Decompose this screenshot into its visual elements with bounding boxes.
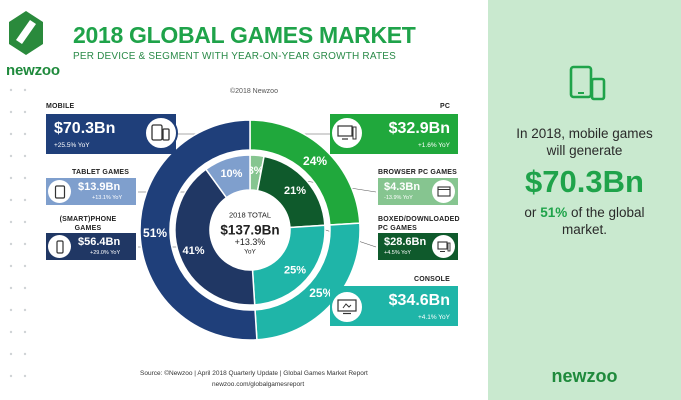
tv-console-icon	[330, 290, 364, 324]
center-growth: +13.3%	[235, 237, 266, 247]
boxed-label: BOXED/DOWNLOADED PC GAMES	[378, 216, 460, 232]
pc-label: PC	[440, 103, 451, 110]
summary-share: 51%	[540, 205, 568, 220]
inner-slice-tablet-games	[204, 154, 251, 199]
pc-value: $32.9Bn	[388, 120, 450, 137]
mobile-value: $70.3Bn	[54, 120, 116, 137]
browser-yoy: -13.9% YoY	[384, 195, 413, 201]
outer-label-console: 25%	[309, 286, 333, 300]
summary-value: $70.3Bn	[525, 164, 644, 199]
inner-label-smart-phone-games: 41%	[183, 245, 205, 257]
inner-label-console: 25%	[284, 265, 306, 277]
tablet-yoy: +13.1% YoY	[92, 195, 123, 201]
inner-label-boxed-downloaded-pc-games: 21%	[284, 185, 306, 197]
boxed-pc-icon	[432, 235, 455, 258]
console-value: $34.6Bn	[388, 292, 450, 309]
page-title: 2018 GLOBAL GAMES MARKET	[73, 22, 416, 48]
page-subtitle: PER DEVICE & SEGMENT WITH YEAR-ON-YEAR G…	[73, 51, 397, 62]
outer-label-pc: 24%	[303, 154, 327, 168]
summary-panel: In 2018, mobile games will generate $70.…	[488, 0, 681, 400]
phone-label: (SMART)PHONE GAMES	[59, 216, 117, 232]
mobile-label: MOBILE	[46, 103, 75, 110]
console-label: CONSOLE	[414, 276, 451, 283]
donut-center	[211, 191, 289, 269]
newzoo-logo-icon	[9, 11, 43, 55]
tablet-value: $13.9Bn	[78, 181, 121, 193]
center-total-value: $137.9Bn	[220, 223, 279, 238]
tablet-phone-icon	[144, 116, 178, 150]
inner-slice-console	[251, 224, 326, 306]
outer-slice-mobile	[140, 119, 258, 341]
summary-line-1: In 2018, mobile games	[516, 126, 653, 141]
tablet-label: TABLET GAMES	[72, 169, 130, 176]
browser-value: $4.3Bn	[384, 181, 421, 193]
inner-slice-smart-phone-games	[174, 168, 256, 306]
summary-line-3: or 51% of the global	[488, 205, 681, 220]
phone-icon	[48, 235, 71, 258]
summary-line-3-pre: or	[524, 205, 537, 220]
chart-copyright: ©2018 Newzoo	[230, 88, 278, 95]
pc-yoy: +1.6% YoY	[418, 142, 450, 149]
phone-yoy: +29.0% YoY	[90, 250, 121, 256]
desktop-pc-icon	[330, 116, 364, 150]
tablet-icon	[48, 180, 71, 203]
brand-wordmark: newzoo	[6, 62, 60, 79]
boxed-yoy: +4.5% YoY	[384, 250, 412, 256]
source-note: Source: ©Newzoo | April 2018 Quarterly U…	[140, 370, 368, 377]
summary-line-3-post: of the global	[571, 205, 645, 220]
summary-line-2: will generate	[546, 143, 623, 158]
inner-label-tablet-games: 10%	[220, 168, 242, 180]
summary-brand-logo: newzoo	[551, 366, 618, 386]
games-market-donut-chart: 24% 25% 51% 3% 21% 25% 41% 10% 2018 TOTAL $137.9B…	[140, 119, 360, 341]
inner-label-browser-pc-games: 3%	[248, 165, 264, 177]
center-growth-unit: YoY	[244, 248, 256, 255]
outer-label-mobile: 51%	[143, 226, 167, 240]
summary-line-4: market.	[561, 222, 607, 237]
center-total-label: 2018 TOTAL	[229, 211, 271, 220]
browser-label: BROWSER PC GAMES	[378, 169, 458, 176]
boxed-value: $28.6Bn	[384, 236, 427, 248]
mobile-yoy: +25.5% YoY	[54, 142, 90, 149]
decorative-dot-grid	[9, 88, 27, 378]
phone-value: $56.4Bn	[78, 236, 121, 248]
browser-icon	[432, 180, 455, 203]
console-yoy: +4.1% YoY	[418, 314, 450, 321]
mobile-devices-icon	[568, 65, 608, 110]
source-url: newzoo.com/globalgamesreport	[212, 381, 305, 388]
